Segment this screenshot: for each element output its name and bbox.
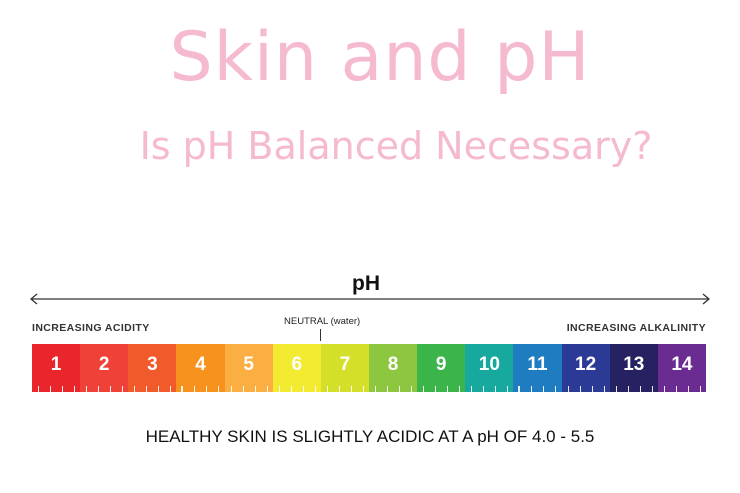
tick-marks: [657, 386, 706, 392]
ph-cell-label: 12: [575, 354, 597, 375]
ph-cell-14: 14: [657, 344, 706, 392]
ph-cell-label: 9: [435, 354, 447, 375]
ph-cell-11: 11: [513, 344, 562, 392]
ph-cell-8: 8: [368, 344, 418, 392]
tick-marks: [320, 386, 369, 392]
ph-cell-6: 6: [272, 344, 321, 392]
tick-marks: [561, 386, 610, 392]
tick-marks: [465, 386, 514, 392]
ph-scale: 1 2 3 4 5 6 7 8 9 10 11 12 13 14: [32, 344, 706, 392]
tick-marks: [128, 386, 177, 392]
page-title: Skin and pH: [169, 18, 591, 97]
ph-cell-label: 3: [147, 354, 158, 375]
page-subtitle: Is pH Balanced Necessary?: [139, 124, 653, 168]
ph-cell-10: 10: [465, 344, 514, 392]
ph-cell-12: 12: [561, 344, 610, 392]
tick-marks: [513, 386, 562, 392]
ph-cell-label: 6: [291, 354, 303, 375]
footer-caption: HEALTHY SKIN IS SLIGHTLY ACIDIC AT A pH …: [145, 427, 595, 446]
ph-cell-3: 3: [128, 344, 177, 392]
ph-cell-label: 10: [478, 354, 500, 375]
ph-cell-label: 5: [243, 354, 254, 375]
ph-cell-4: 4: [176, 344, 225, 392]
tick-marks: [224, 386, 273, 392]
ph-cell-9: 9: [417, 344, 466, 392]
tick-marks: [176, 386, 225, 392]
neutral-marker: [320, 329, 321, 341]
tick-marks: [272, 386, 321, 392]
ph-cell-label: 14: [671, 354, 693, 375]
ph-cell-2: 2: [80, 344, 129, 392]
ph-cell-label: 8: [387, 354, 399, 375]
tick-marks: [609, 386, 658, 392]
ph-axis-label: pH: [352, 272, 380, 295]
ph-cell-label: 2: [98, 354, 110, 375]
tick-marks: [417, 386, 466, 392]
ph-cell-13: 13: [609, 344, 658, 392]
double-arrow-icon: [30, 293, 710, 305]
tick-marks: [368, 386, 418, 392]
ph-cell-label: 11: [527, 354, 548, 375]
ph-cell-label: 4: [195, 354, 206, 375]
ph-cell-label: 1: [50, 354, 62, 375]
ph-cell-label: 7: [339, 354, 351, 375]
ph-cell-7: 7: [320, 344, 369, 392]
ph-cell-label: 13: [623, 354, 645, 375]
ph-cell-1: 1: [32, 344, 81, 392]
ph-cell-5: 5: [224, 344, 273, 392]
neutral-label: NEUTRAL (water): [284, 316, 361, 327]
tick-marks: [80, 386, 129, 392]
tick-marks: [32, 386, 81, 392]
increasing-alkalinity-label: INCREASING ALKALINITY: [566, 322, 706, 334]
increasing-acidity-label: INCREASING ACIDITY: [32, 322, 150, 334]
